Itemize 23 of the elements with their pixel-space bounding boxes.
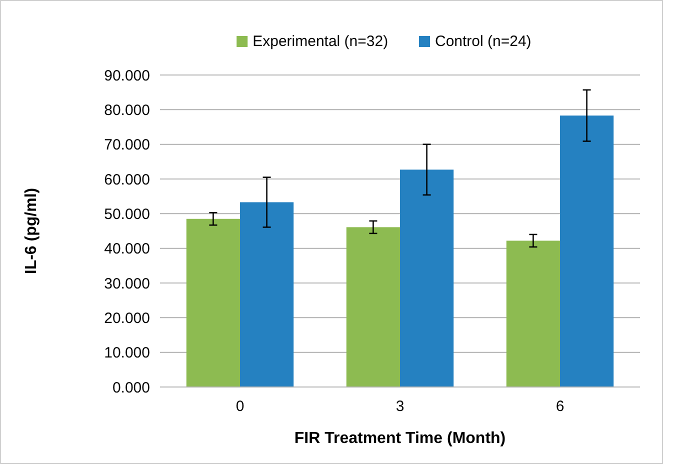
y-tick-label: 70.000 xyxy=(104,136,150,154)
bar xyxy=(186,218,240,387)
x-tick-label: 6 xyxy=(556,398,564,415)
y-tick-label: 80.000 xyxy=(104,102,150,119)
y-tick-label: 50.000 xyxy=(104,206,150,223)
legend-label: Experimental (n=32) xyxy=(252,33,388,50)
y-tick-label: 90.000 xyxy=(104,67,150,84)
y-tick-label: 10.000 xyxy=(104,344,150,362)
x-tick-label: 0 xyxy=(236,398,244,415)
y-tick-label: 30.000 xyxy=(104,275,150,292)
bar xyxy=(240,202,294,387)
y-tick-label: 60.000 xyxy=(104,171,150,188)
bar xyxy=(506,240,560,387)
y-axis-title: IL-6 (pg/ml) xyxy=(23,188,40,274)
y-tick-label: 20.000 xyxy=(104,310,150,327)
x-axis-title: FIR Treatment Time (Month) xyxy=(294,430,506,447)
y-tick-label: 0.000 xyxy=(112,379,150,396)
legend-label: Control (n=24) xyxy=(435,33,532,50)
x-tick-label: 3 xyxy=(396,398,404,415)
y-tick-label: 40.000 xyxy=(104,240,150,258)
bar xyxy=(346,227,400,387)
bar xyxy=(400,170,454,387)
bar xyxy=(560,116,614,387)
